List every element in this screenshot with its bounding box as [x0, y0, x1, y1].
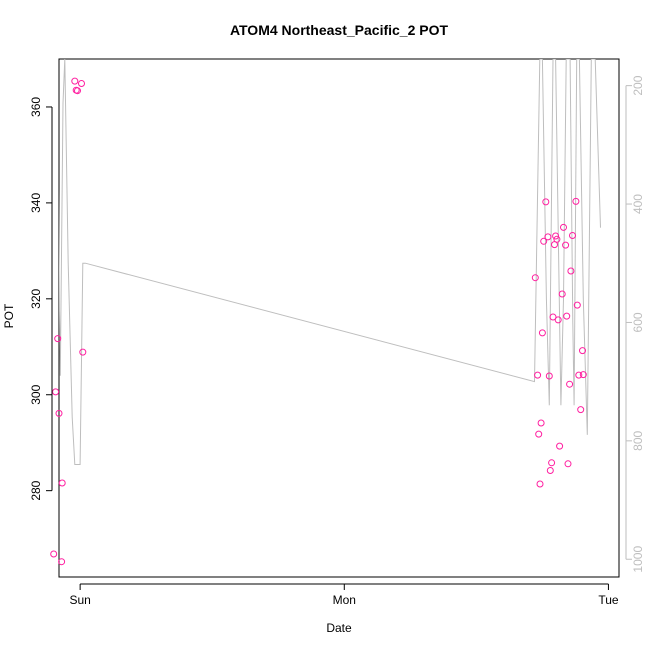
data-point: [567, 267, 575, 275]
data-point: [577, 406, 585, 414]
data-point: [50, 550, 58, 558]
plot-frame: [58, 58, 620, 578]
y-axis-label: POT: [2, 303, 16, 328]
data-point: [563, 312, 571, 320]
data-point: [536, 480, 544, 488]
data-point: [52, 388, 60, 396]
data-point: [549, 313, 557, 321]
data-point: [564, 460, 572, 468]
x-tick-label: Sun: [69, 593, 90, 607]
x-tick-label: Mon: [333, 593, 356, 607]
data-point: [535, 430, 543, 438]
data-point: [573, 301, 581, 309]
chart-title: ATOM4 Northeast_Pacific_2 POT: [230, 22, 449, 38]
y2-tick-label: 1000: [631, 546, 645, 573]
data-point: [78, 80, 85, 87]
data-point: [58, 558, 66, 566]
y-tick-label: 340: [29, 193, 43, 213]
data-point: [534, 371, 542, 379]
y2-tick-label: 400: [631, 194, 645, 214]
data-point: [542, 198, 550, 206]
y-tick-label: 360: [29, 97, 43, 117]
data-point: [572, 197, 580, 205]
y-tick-label: 300: [29, 384, 43, 404]
data-point: [74, 87, 81, 95]
data-point: [560, 223, 567, 231]
data-point: [569, 232, 576, 239]
data-point: [546, 467, 554, 474]
data-point: [553, 235, 561, 243]
data-point: [537, 419, 545, 427]
data-point: [55, 409, 63, 417]
data-point: [554, 316, 562, 324]
y2-tick-label: 200: [631, 75, 645, 95]
data-point: [71, 77, 79, 85]
data-point: [58, 479, 66, 487]
data-point: [575, 371, 583, 379]
data-point: [545, 372, 553, 380]
data-point: [544, 233, 552, 241]
data-point: [566, 380, 574, 388]
data-point: [538, 329, 546, 337]
data-point: [531, 274, 539, 282]
y-tick-label: 320: [29, 288, 43, 308]
data-point: [562, 241, 570, 249]
data-point: [579, 371, 587, 379]
series-line: [59, 59, 601, 465]
y-tick-label: 280: [29, 480, 43, 500]
y2-tick-label: 800: [631, 431, 645, 451]
data-point: [540, 237, 548, 245]
data-point: [548, 459, 556, 467]
data-point: [79, 348, 87, 356]
chart-marks: 280 300 320 340 360 Sun Mon Tue 200 400 600 800 1000: [29, 59, 645, 607]
data-point: [552, 232, 560, 240]
x-tick-label: Tue: [598, 593, 619, 607]
data-point: [579, 347, 586, 355]
y2-tick-label: 600: [631, 312, 645, 332]
data-point: [556, 442, 564, 450]
data-point: [558, 290, 566, 298]
data-point: [54, 335, 62, 343]
x-axis-label: Date: [326, 621, 352, 635]
